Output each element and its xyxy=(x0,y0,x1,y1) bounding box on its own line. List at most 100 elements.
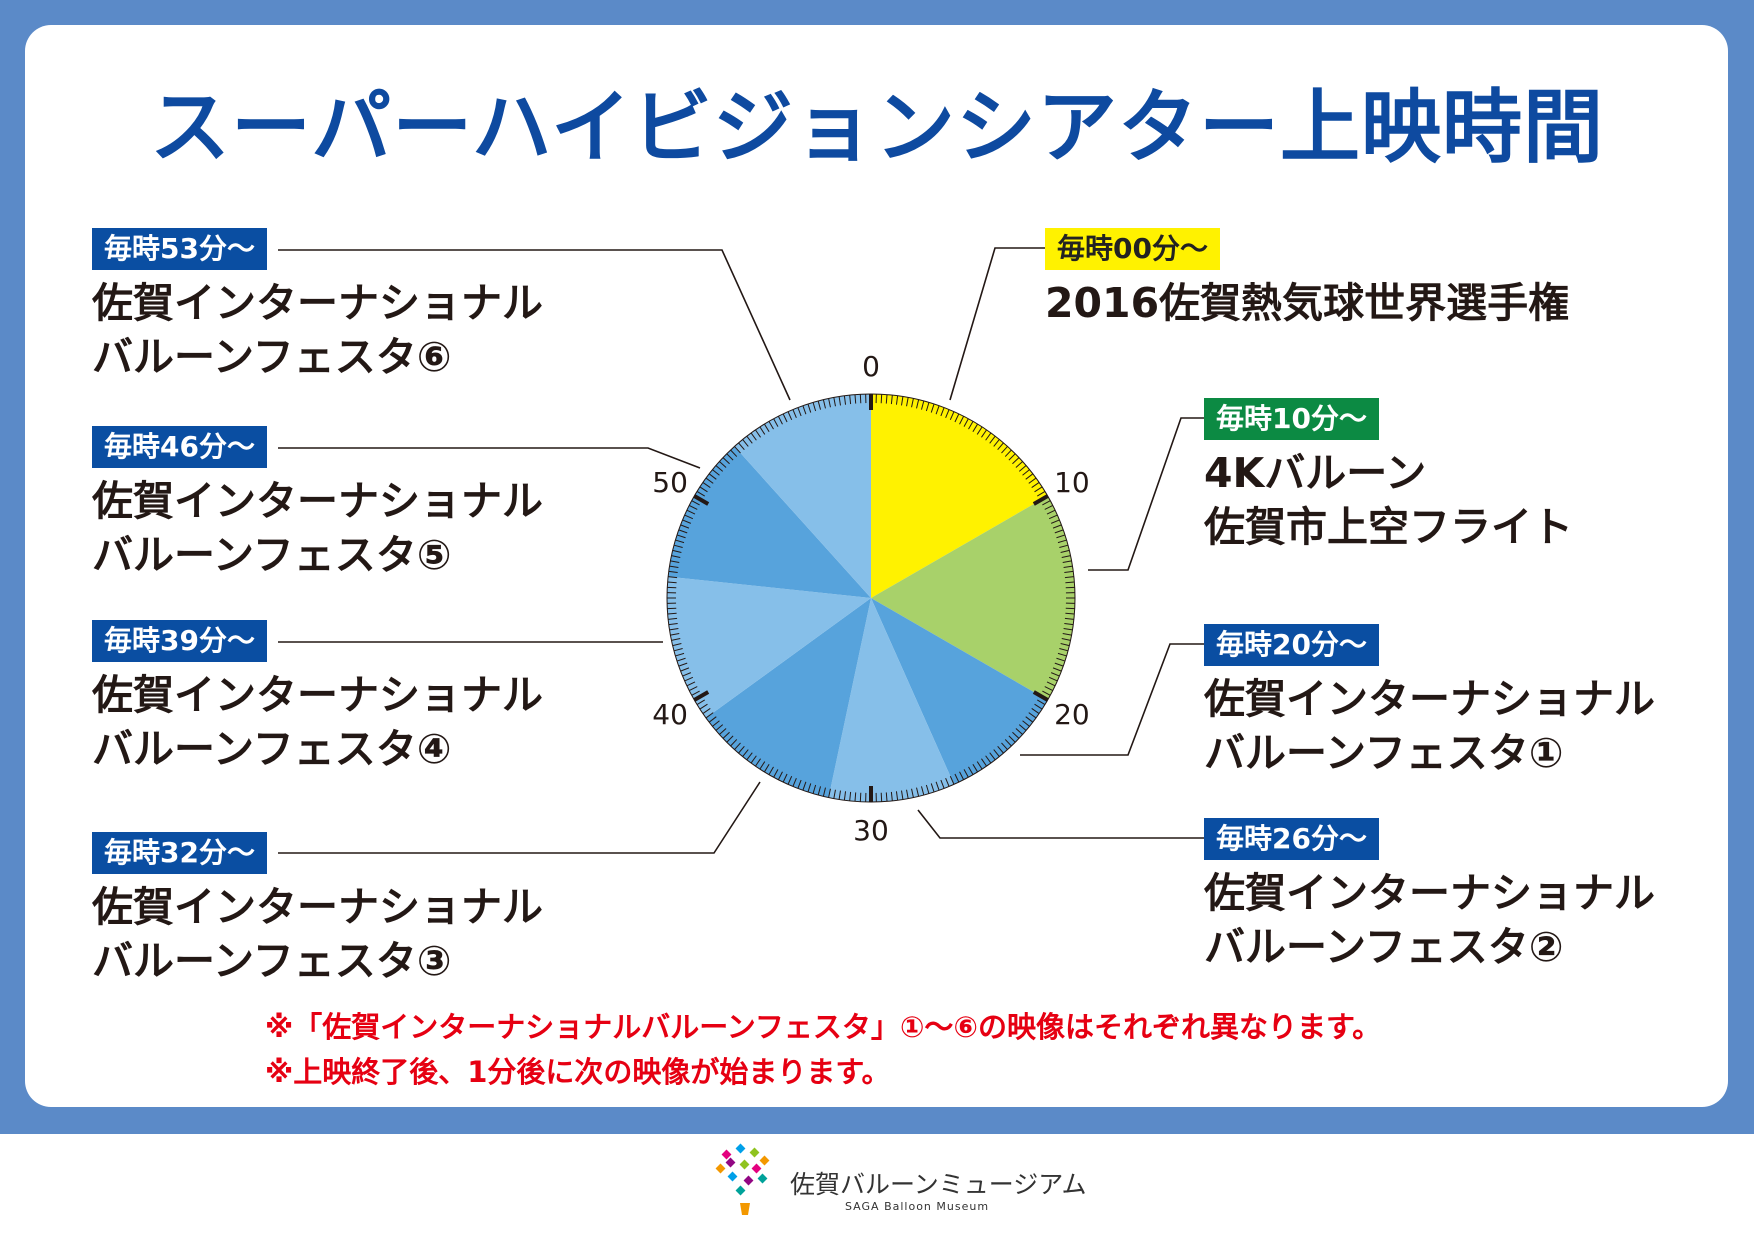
minor-tick xyxy=(792,777,797,787)
slot-26-time-badge: 毎時26分〜 xyxy=(1204,818,1379,860)
minor-tick xyxy=(1065,581,1075,584)
dial-label-40: 40 xyxy=(652,698,688,731)
minor-tick xyxy=(1015,728,1023,735)
minor-tick xyxy=(734,742,741,750)
minor-tick xyxy=(1050,519,1060,524)
minor-tick xyxy=(802,781,807,791)
minor-tick xyxy=(1031,482,1040,488)
segment-0-10 xyxy=(871,394,1048,598)
minor-tick xyxy=(773,418,779,427)
dial-label-0: 0 xyxy=(862,350,880,383)
minor-tick xyxy=(895,791,899,801)
minor-tick xyxy=(1064,617,1074,620)
minor-tick xyxy=(797,407,802,417)
minor-tick xyxy=(1046,681,1056,687)
slot-20-line-1: 佐賀インターナショナル xyxy=(1204,675,1655,723)
segment-46-53 xyxy=(668,446,871,598)
slot-46: 毎時46分〜 佐賀インターナショナル バルーンフェスタ⑤ xyxy=(92,426,543,582)
minor-tick xyxy=(1062,560,1072,563)
minor-tick xyxy=(678,529,688,534)
slot-46-title: 佐賀インターナショナル バルーンフェスタ⑤ xyxy=(92,474,543,582)
minor-tick xyxy=(738,442,745,451)
minor-tick xyxy=(985,432,992,441)
slot-00-title: 2016佐賀熱気球世界選手権 xyxy=(1045,276,1569,330)
segment-20-26 xyxy=(871,598,1048,785)
minor-tick xyxy=(972,764,979,773)
slot-53-time-badge: 毎時53分〜 xyxy=(92,228,267,270)
minor-tick xyxy=(849,791,852,801)
minor-tick xyxy=(667,581,677,584)
minor-tick xyxy=(1063,628,1073,631)
minor-tick xyxy=(945,409,950,419)
minor-tick xyxy=(712,469,720,476)
minor-tick xyxy=(959,771,965,780)
minor-tick xyxy=(738,745,745,754)
minor-tick xyxy=(1001,446,1008,454)
minor-tick xyxy=(906,789,909,799)
minor-tick xyxy=(668,617,678,620)
minor-tick xyxy=(1060,549,1070,553)
minor-tick xyxy=(705,712,714,719)
minor-tick xyxy=(1048,676,1058,682)
minor-tick xyxy=(708,716,717,723)
minor-tick xyxy=(925,784,930,794)
minor-tick xyxy=(854,394,857,404)
minor-tick xyxy=(667,612,677,615)
minor-tick xyxy=(1004,449,1012,457)
minor-tick xyxy=(699,486,708,493)
slot-53-line-1: 佐賀インターナショナル xyxy=(92,279,543,327)
minor-tick xyxy=(1031,708,1040,714)
slot-39-time-badge: 毎時39分〜 xyxy=(92,620,267,662)
minor-tick xyxy=(672,549,682,553)
minor-tick xyxy=(945,777,950,787)
minor-tick xyxy=(817,786,822,796)
clock-pie xyxy=(666,393,1076,803)
minor-tick xyxy=(670,633,680,636)
minor-tick xyxy=(763,764,770,773)
minor-tick xyxy=(930,403,935,413)
minor-tick xyxy=(1050,672,1060,677)
minor-tick xyxy=(989,435,996,444)
minor-tick xyxy=(1056,534,1066,539)
minor-tick xyxy=(1059,647,1069,652)
minor-tick xyxy=(712,720,720,727)
connector-20 xyxy=(1020,643,1204,756)
minor-tick xyxy=(691,690,700,696)
slot-20-title: 佐賀インターナショナル バルーンフェスタ① xyxy=(1204,672,1655,780)
minor-tick xyxy=(1059,544,1069,549)
minor-tick xyxy=(854,792,857,802)
minor-tick xyxy=(1034,703,1043,710)
minor-tick xyxy=(797,779,802,789)
slot-20: 毎時20分〜 佐賀インターナショナル バルーンフェスタ① xyxy=(1204,624,1655,780)
minor-tick xyxy=(1028,712,1037,719)
footer-bar xyxy=(0,1134,1754,1241)
minor-tick xyxy=(1061,555,1071,558)
major-tick xyxy=(693,494,710,506)
minor-tick xyxy=(750,755,757,764)
slot-53: 毎時53分〜 佐賀インターナショナル バルーンフェスタ⑥ xyxy=(92,228,543,384)
slot-10: 毎時10分〜 4Kバルーン 佐賀市上空フライト xyxy=(1204,398,1573,554)
minor-tick xyxy=(920,786,925,796)
minor-tick xyxy=(742,749,749,757)
minor-tick xyxy=(673,544,683,549)
slot-26-title: 佐賀インターナショナル バルーンフェスタ② xyxy=(1204,866,1655,974)
slot-46-line-1: 佐賀インターナショナル xyxy=(92,477,543,525)
minor-tick xyxy=(997,745,1004,754)
minor-tick xyxy=(675,539,685,544)
minor-tick xyxy=(673,647,683,652)
minor-tick xyxy=(676,657,686,662)
minor-tick xyxy=(890,791,893,801)
slot-00-time-badge: 毎時00分〜 xyxy=(1045,228,1220,270)
major-tick xyxy=(693,690,710,702)
minor-tick xyxy=(1018,465,1027,472)
slot-00: 毎時00分〜 2016佐賀熱気球世界選手権 xyxy=(1045,228,1569,330)
connector-10 xyxy=(1088,417,1204,571)
minor-tick xyxy=(981,758,987,767)
minor-tick xyxy=(916,787,920,797)
minor-tick xyxy=(689,686,698,692)
minor-tick xyxy=(954,773,960,783)
minor-tick xyxy=(911,398,914,408)
minor-tick xyxy=(1025,716,1034,723)
minor-tick xyxy=(1061,638,1071,641)
minor-tick xyxy=(807,783,812,793)
